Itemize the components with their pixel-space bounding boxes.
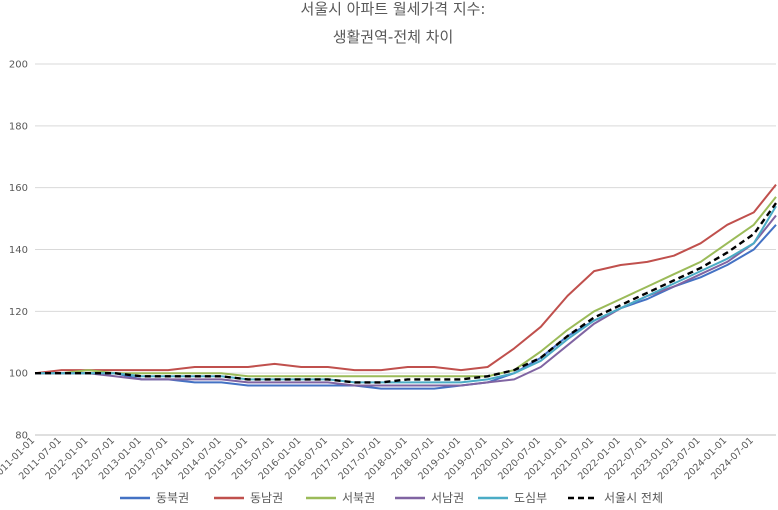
legend-label: 서울시 전체	[604, 491, 663, 505]
y-tick-label: 120	[9, 307, 28, 318]
legend-label: 서북권	[342, 491, 375, 505]
legend-label: 동남권	[250, 491, 283, 505]
series-lines	[34, 183, 777, 390]
y-axis-ticks: 80 100 120 140 160 180 200	[9, 60, 28, 442]
y-tick-label: 140	[9, 245, 28, 256]
y-tick-label: 100	[9, 369, 28, 380]
chart-title-line1: 서울시 아파트 월세가격 지수:	[301, 0, 486, 18]
series-line	[35, 214, 777, 387]
series-line	[35, 196, 777, 378]
y-tick-label: 160	[9, 183, 28, 194]
legend-label: 도심부	[514, 491, 547, 505]
series-line	[35, 202, 777, 384]
series-line	[35, 205, 777, 384]
series-line	[34, 183, 777, 375]
y-tick-label: 180	[9, 121, 28, 132]
legend-label: 동북권	[156, 491, 189, 505]
y-tick-label: 200	[9, 60, 28, 71]
chart-title-line2: 생활권역-전체 차이	[333, 28, 454, 46]
y-tick-label: 80	[15, 431, 28, 442]
legend: 동북권 동남권 서북권 서남권 도심부 서울시 전체	[120, 491, 663, 505]
legend-label: 서남권	[431, 491, 464, 505]
x-axis-ticks: 2011-01-012011-07-012012-01-012012-07-01…	[0, 435, 756, 482]
